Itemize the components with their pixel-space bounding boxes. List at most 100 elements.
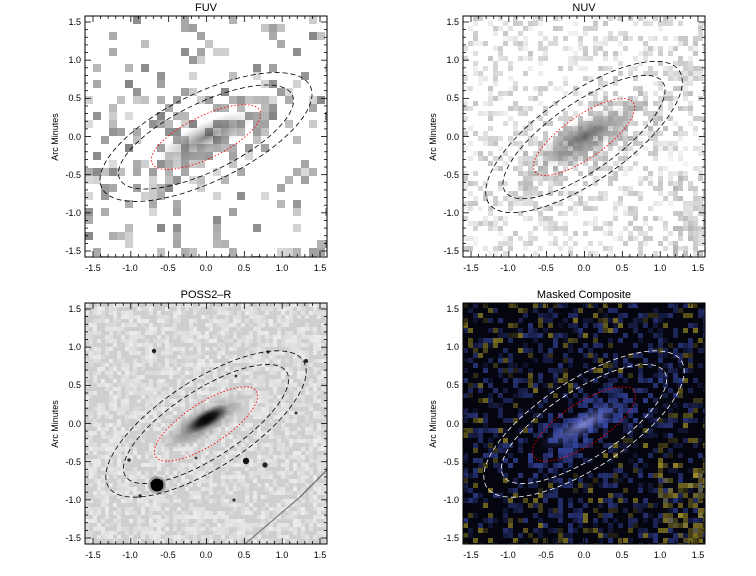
image-pixel: [305, 467, 309, 471]
image-pixel: [213, 367, 217, 371]
image-pixel: [101, 367, 105, 371]
image-pixel: [638, 231, 643, 236]
image-pixel: [678, 61, 683, 66]
image-pixel: [523, 308, 528, 313]
image-pixel: [473, 71, 478, 76]
image-pixel: [245, 483, 249, 487]
image-pixel: [578, 398, 583, 403]
image-pixel: [137, 307, 141, 311]
image-pixel: [493, 448, 498, 453]
image-pixel: [638, 191, 643, 196]
image-pixel: [698, 36, 703, 41]
image-pixel: [141, 335, 145, 339]
image-pixel: [683, 508, 688, 513]
image-pixel: [233, 315, 237, 319]
image-pixel: [573, 206, 578, 211]
image-pixel: [85, 347, 89, 351]
image-pixel: [668, 408, 673, 413]
image-pixel: [568, 246, 573, 251]
image-pixel: [638, 251, 643, 256]
image-pixel: [213, 531, 217, 535]
image-pixel: [297, 327, 301, 331]
image-pixel: [558, 528, 563, 533]
image-pixel: [498, 186, 503, 191]
image-pixel: [281, 407, 285, 411]
image-pixel: [488, 86, 493, 91]
image-pixel: [643, 528, 648, 533]
image-pixel: [145, 479, 149, 483]
image-pixel: [673, 353, 678, 358]
image-pixel: [493, 363, 498, 368]
image-pixel: [93, 371, 97, 375]
image-pixel: [221, 391, 225, 395]
image-pixel: [129, 323, 133, 327]
image-pixel: [488, 161, 493, 166]
image-pixel: [693, 538, 698, 543]
image-pixel: [185, 367, 189, 371]
image-pixel: [149, 359, 153, 363]
image-pixel: [618, 166, 623, 171]
image-pixel: [603, 518, 608, 523]
image-pixel: [101, 487, 105, 491]
image-pixel: [698, 523, 703, 528]
image-pixel: [109, 104, 117, 112]
image-pixel: [538, 373, 543, 378]
image-pixel: [205, 391, 209, 395]
image-pixel: [533, 308, 538, 313]
image-pixel: [85, 96, 93, 104]
image-pixel: [673, 251, 678, 256]
image-pixel: [309, 459, 313, 463]
image-pixel: [301, 351, 305, 355]
image-pixel: [241, 307, 245, 311]
image-pixel: [169, 391, 173, 395]
image-pixel: [197, 527, 201, 531]
image-pixel: [473, 448, 478, 453]
image-pixel: [149, 383, 153, 387]
image-pixel: [117, 351, 121, 355]
image-pixel: [109, 415, 113, 419]
image-pixel: [157, 427, 161, 431]
image-pixel: [313, 515, 317, 519]
image-pixel: [273, 387, 277, 391]
image-pixel: [533, 136, 538, 141]
image-pixel: [508, 76, 513, 81]
image-pixel: [633, 408, 638, 413]
image-pixel: [658, 513, 663, 518]
image-pixel: [181, 467, 185, 471]
image-pixel: [528, 136, 533, 141]
image-pixel: [173, 311, 177, 315]
x-tick-label: -1.0: [122, 550, 138, 560]
image-pixel: [285, 88, 293, 96]
image-pixel: [488, 398, 493, 403]
image-pixel: [169, 347, 173, 351]
image-pixel: [518, 328, 523, 333]
image-pixel: [493, 493, 498, 498]
image-pixel: [257, 535, 261, 539]
image-pixel: [703, 151, 705, 156]
image-pixel: [473, 498, 478, 503]
image-pixel: [109, 459, 113, 463]
image-pixel: [145, 387, 149, 391]
image-pixel: [558, 16, 563, 21]
image-pixel: [273, 371, 277, 375]
image-pixel: [257, 319, 261, 323]
image-pixel: [508, 533, 513, 538]
image-pixel: [133, 168, 141, 176]
middle-aperture-ellipse: [118, 84, 294, 190]
image-pixel: [309, 431, 313, 435]
image-pixel: [698, 473, 703, 478]
image-pixel: [105, 455, 109, 459]
image-pixel: [488, 21, 493, 26]
image-pixel: [643, 101, 648, 106]
image-pixel: [209, 327, 213, 331]
image-pixel: [693, 303, 698, 308]
image-pixel: [598, 473, 603, 478]
image-pixel: [165, 535, 169, 539]
image-pixel: [309, 451, 313, 455]
image-pixel: [678, 483, 683, 488]
image-pixel: [568, 538, 573, 543]
image-pixel: [221, 471, 225, 475]
image-pixel: [237, 439, 241, 443]
image-pixel: [109, 447, 113, 451]
image-pixel: [583, 221, 588, 226]
